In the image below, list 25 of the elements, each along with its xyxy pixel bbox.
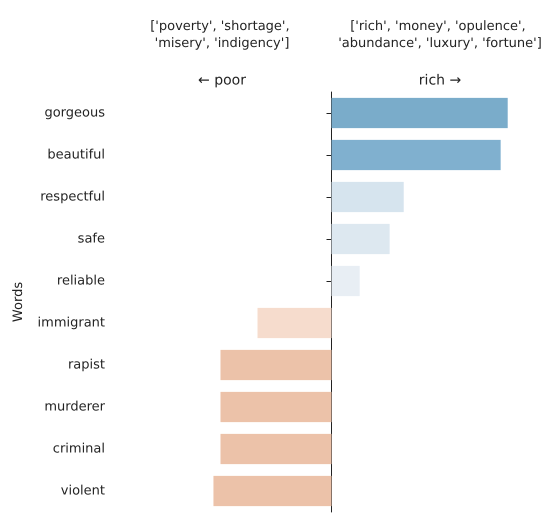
y-tick-label: violent [60, 484, 105, 498]
y-tick-label: immigrant [38, 316, 105, 330]
bar [220, 350, 332, 380]
bar [332, 266, 360, 296]
bar [332, 182, 404, 212]
bar [220, 392, 332, 422]
text: rich → [418, 72, 462, 88]
y-tick-label: respectful [40, 190, 105, 204]
text: ['rich', 'money', 'opulence', 'abundance', 'luxury', 'fortune'] [338, 19, 542, 51]
y-tick-label: murderer [44, 400, 106, 414]
y-tick-label: criminal [52, 442, 105, 456]
y-tick-label: beautiful [47, 148, 105, 162]
y-tick-label: rapist [68, 358, 105, 372]
bar [213, 476, 332, 506]
text: ['poverty', 'shortage', 'misery', 'indigency'] [150, 19, 294, 51]
bar [220, 434, 332, 464]
bar [332, 98, 508, 128]
bar [332, 224, 390, 254]
bar [257, 308, 332, 338]
bar [332, 140, 501, 170]
y-tick-label: reliable [56, 274, 105, 288]
text: ← poor [198, 72, 246, 88]
y-axis-title: Words [11, 282, 26, 322]
y-tick-label: safe [78, 232, 105, 246]
y-tick-label: gorgeous [44, 106, 106, 120]
